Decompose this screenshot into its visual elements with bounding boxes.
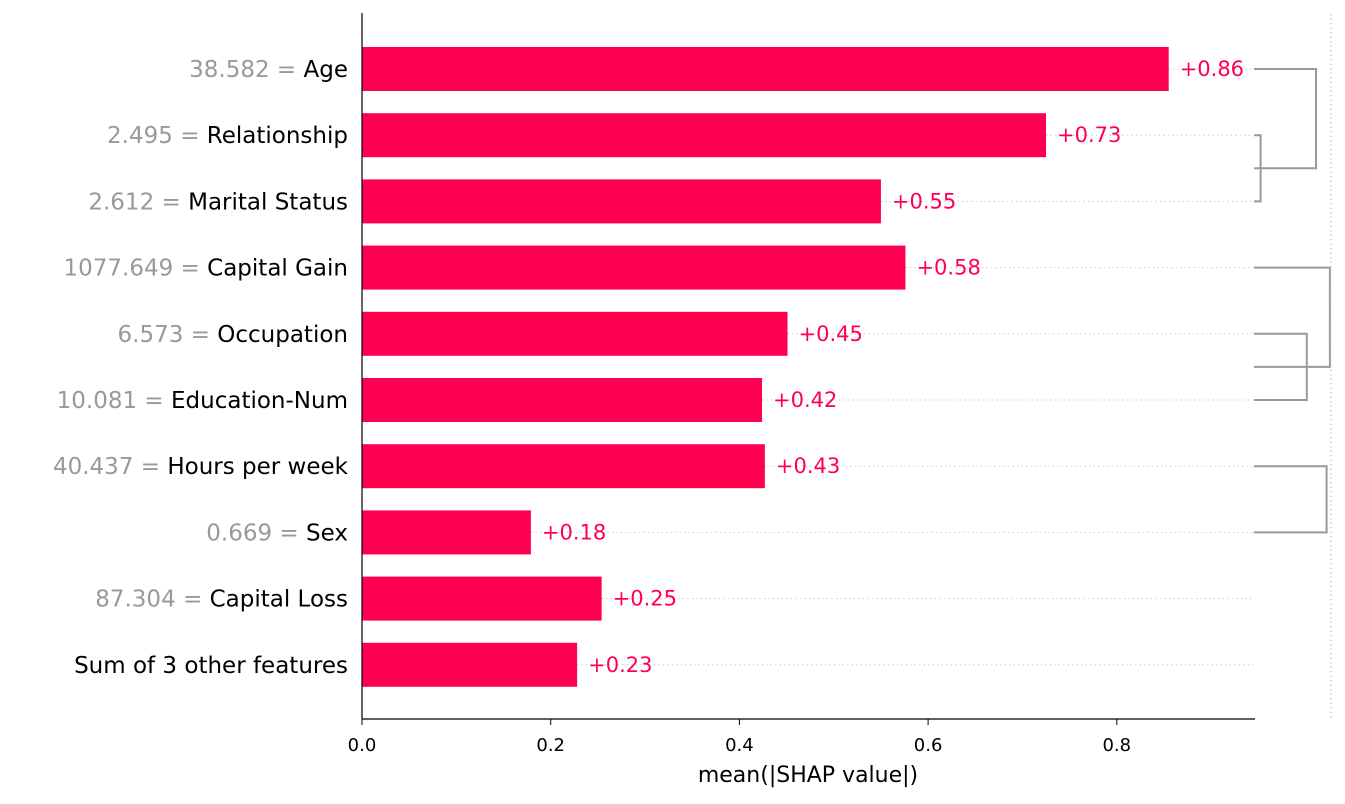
dendrogram-link <box>1254 266 1331 368</box>
bar <box>362 378 763 422</box>
bar <box>362 245 906 290</box>
feature-value: 10.081 = <box>57 388 171 414</box>
clustering-dendrogram <box>1254 68 1331 534</box>
x-tick-label: 0.0 <box>348 735 377 756</box>
feature-name: Relationship <box>207 123 348 149</box>
bar-value-label: +0.86 <box>1180 57 1244 81</box>
bar <box>362 179 881 224</box>
bar-value-label: +0.42 <box>773 388 837 412</box>
feature-value: 40.437 = <box>53 454 167 480</box>
feature-label: 40.437 = Hours per week <box>53 454 349 480</box>
x-tick-label: 0.6 <box>914 735 943 756</box>
bars <box>362 47 1169 687</box>
feature-name: Sex <box>306 520 348 546</box>
row-guides <box>530 68 1253 666</box>
x-ticks: 0.0 0.2 0.4 0.6 0.8 <box>348 719 1131 756</box>
feature-value: 87.304 = <box>95 587 209 613</box>
feature-label: 6.573 = Occupation <box>118 322 348 348</box>
feature-name: Education-Num <box>171 388 348 414</box>
axes <box>361 13 1255 720</box>
feature-labels: 38.582 = Age 2.495 = Relationship 2.612 = … <box>53 57 349 679</box>
feature-label: Sum of 3 other features <box>74 653 348 679</box>
dendrogram-link <box>1254 68 1318 170</box>
feature-value: 6.573 = <box>118 322 218 348</box>
feature-name: Marital Status <box>188 189 348 215</box>
bar <box>362 576 602 621</box>
dendrogram-link <box>1254 465 1328 534</box>
bar-value-label: +0.45 <box>799 322 863 346</box>
feature-value: 2.495 = <box>107 123 207 149</box>
x-tick-label: 0.2 <box>536 735 565 756</box>
feature-label: 0.669 = Sex <box>206 520 348 546</box>
bar-value-label: +0.23 <box>588 653 652 677</box>
x-tick-label: 0.4 <box>725 735 754 756</box>
feature-name: Hours per week <box>167 454 348 480</box>
x-axis-label: mean(|SHAP value|) <box>698 763 918 788</box>
feature-name: Capital Loss <box>210 587 348 613</box>
feature-label: 87.304 = Capital Loss <box>95 587 348 613</box>
feature-label: 1077.649 = Capital Gain <box>64 256 348 282</box>
feature-value: 2.612 = <box>88 189 188 215</box>
feature-name: Sum of 3 other features <box>74 653 348 679</box>
bar-value-label: +0.73 <box>1057 123 1121 147</box>
bar <box>362 47 1169 91</box>
bar-value-label: +0.43 <box>776 454 840 478</box>
bar-value-label: +0.58 <box>916 256 980 280</box>
feature-label: 38.582 = Age <box>189 57 348 83</box>
x-tick-label: 0.8 <box>1102 735 1131 756</box>
bar <box>362 113 1047 158</box>
feature-label: 2.612 = Marital Status <box>88 189 348 215</box>
bar-value-labels: +0.86 +0.73 +0.55 +0.58 +0.45 +0.42 +0.43 +0.18… <box>542 57 1244 677</box>
bar-value-label: +0.25 <box>613 587 677 611</box>
feature-value: 38.582 = <box>189 57 303 83</box>
feature-value: 0.669 = <box>206 520 306 546</box>
feature-name: Capital Gain <box>207 256 348 282</box>
feature-name: Occupation <box>217 322 348 348</box>
feature-label: 10.081 = Education-Num <box>57 388 348 414</box>
feature-label: 2.495 = Relationship <box>107 123 348 149</box>
bar-value-label: +0.55 <box>892 189 956 213</box>
bar <box>362 642 578 687</box>
bar-value-label: +0.18 <box>542 520 606 544</box>
bar <box>362 444 765 489</box>
feature-name: Age <box>304 57 348 83</box>
bar <box>362 311 788 356</box>
feature-value: 1077.649 = <box>64 256 208 282</box>
bar <box>362 510 531 555</box>
